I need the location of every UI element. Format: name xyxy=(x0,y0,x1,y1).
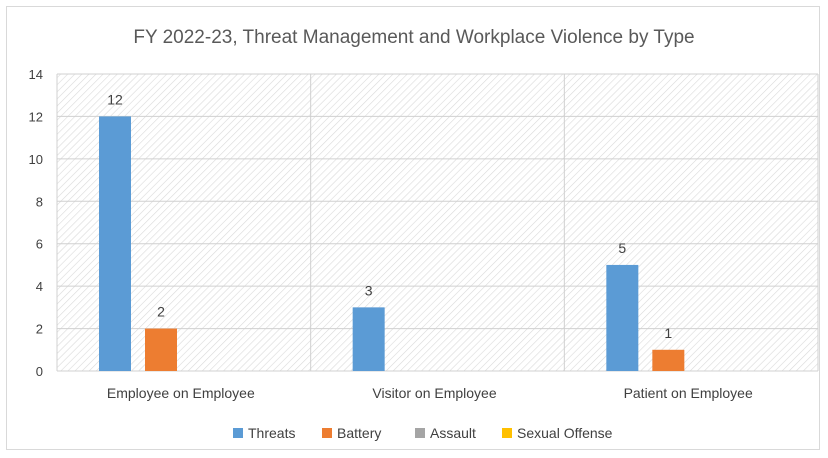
data-label: 1 xyxy=(664,325,672,341)
legend-swatch xyxy=(233,428,243,438)
x-axis-categories: Employee on Employee Visitor on Employee P… xyxy=(107,385,753,401)
x-category-label: Visitor on Employee xyxy=(372,385,496,401)
y-tick-label: 2 xyxy=(36,322,43,337)
legend-label: Threats xyxy=(248,425,295,441)
legend-swatch xyxy=(322,428,332,438)
x-category-label: Patient on Employee xyxy=(624,385,753,401)
legend-label: Assault xyxy=(430,425,476,441)
legend-label: Battery xyxy=(337,425,381,441)
data-labels: 12 2 3 5 1 xyxy=(107,91,672,340)
legend-label: Sexual Offense xyxy=(517,425,613,441)
gridlines xyxy=(56,73,819,372)
y-tick-label: 12 xyxy=(29,109,43,124)
bars xyxy=(99,116,685,371)
data-label: 5 xyxy=(618,240,626,256)
y-tick-label: 10 xyxy=(29,152,43,167)
bar-threats xyxy=(352,307,385,371)
y-tick-label: 8 xyxy=(36,194,43,209)
y-axis-ticks: 0 2 4 6 8 10 12 14 xyxy=(29,67,43,379)
chart-title: FY 2022-23, Threat Management and Workpl… xyxy=(133,27,694,48)
bar-threats xyxy=(99,116,131,371)
legend-swatch xyxy=(415,428,425,438)
x-category-label: Employee on Employee xyxy=(107,385,255,401)
bar-threats xyxy=(606,264,639,371)
plot-area xyxy=(57,74,818,371)
y-tick-label: 4 xyxy=(36,279,43,294)
bar-battery xyxy=(652,349,685,371)
legend-swatch xyxy=(502,428,512,438)
bar-battery xyxy=(145,328,177,371)
legend-item: Threats xyxy=(233,425,295,441)
data-label: 2 xyxy=(157,304,165,320)
legend-item: Assault xyxy=(415,425,476,441)
legend: Threats Battery Assault Sexual Offense xyxy=(233,425,613,441)
data-label: 3 xyxy=(365,282,373,298)
y-tick-label: 14 xyxy=(29,67,43,82)
legend-item: Battery xyxy=(322,425,381,441)
y-tick-label: 6 xyxy=(36,237,43,252)
data-label: 12 xyxy=(107,91,123,107)
y-tick-label: 0 xyxy=(36,364,43,379)
legend-item: Sexual Offense xyxy=(502,425,613,441)
